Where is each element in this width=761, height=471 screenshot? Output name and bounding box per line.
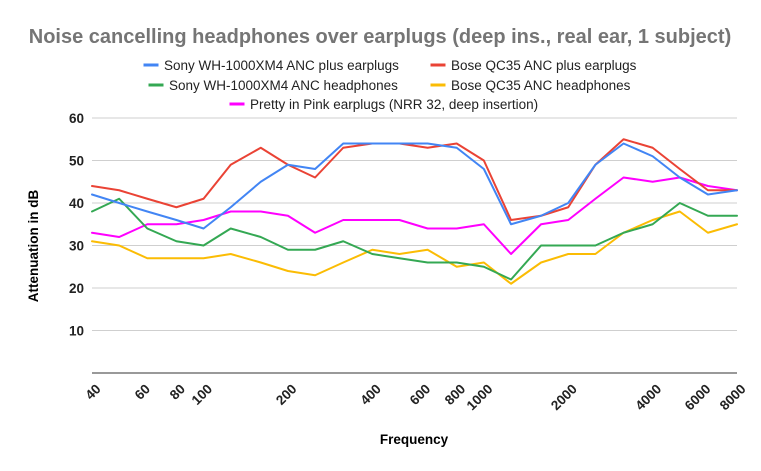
legend-label: Pretty in Pink earplugs (NRR 32, deep in… xyxy=(250,97,538,112)
y-tick-label: 50 xyxy=(69,154,84,169)
x-tick-label: 600 xyxy=(407,381,434,408)
y-tick-label: 30 xyxy=(69,239,84,254)
x-tick-label: 8000 xyxy=(717,381,749,413)
y-tick-label: 10 xyxy=(69,324,84,339)
x-tick-label: 4000 xyxy=(632,381,664,413)
legend-label: Bose QC35 ANC plus earplugs xyxy=(451,58,637,73)
x-tick-label: 40 xyxy=(82,381,103,402)
legend-label: Sony WH-1000XM4 ANC headphones xyxy=(169,78,398,93)
legend-item: Bose QC35 ANC headphones xyxy=(430,78,631,93)
x-tick-label: 1000 xyxy=(464,381,496,413)
x-tick-label: 400 xyxy=(357,381,384,408)
series-line-pretty-in-pink-earplugs-nrr-32-deep-insertion xyxy=(91,176,738,255)
chart-title: Noise cancelling headphones over earplug… xyxy=(29,26,731,48)
y-tick-label: 60 xyxy=(69,111,84,126)
legend-item: Sony WH-1000XM4 ANC headphones xyxy=(148,78,398,93)
x-tick-label: 200 xyxy=(273,381,300,408)
plot-area xyxy=(91,138,738,285)
y-axis-title: Attenuation in dB xyxy=(26,190,41,303)
legend-label: Bose QC35 ANC headphones xyxy=(451,78,631,93)
x-tick-label: 80 xyxy=(167,381,188,402)
legend-item: Bose QC35 ANC plus earplugs xyxy=(430,58,637,73)
x-tick-label: 2000 xyxy=(548,381,580,413)
legend-label: Sony WH-1000XM4 ANC plus earplugs xyxy=(164,58,399,73)
legend-item: Pretty in Pink earplugs (NRR 32, deep in… xyxy=(229,97,538,112)
y-axis: 10 20 30 40 50 60 xyxy=(69,111,84,339)
y-tick-label: 40 xyxy=(69,196,84,211)
legend-item: Sony WH-1000XM4 ANC plus earplugs xyxy=(143,58,399,73)
x-tick-label: 6000 xyxy=(682,381,714,413)
gridlines xyxy=(92,117,737,374)
series-line-sony-wh-1000xm4-anc-plus-earplugs xyxy=(91,142,738,230)
y-tick-label: 20 xyxy=(69,281,84,296)
series-line-sony-wh-1000xm4-anc-headphones xyxy=(91,197,738,281)
x-tick-label: 100 xyxy=(189,381,216,408)
x-axis-title: Frequency xyxy=(380,432,449,447)
series-line-bose-qc35-anc-plus-earplugs xyxy=(91,138,738,221)
x-tick-label: 60 xyxy=(132,381,153,402)
legend: Sony WH-1000XM4 ANC plus earplugs Bose Q… xyxy=(143,58,637,112)
